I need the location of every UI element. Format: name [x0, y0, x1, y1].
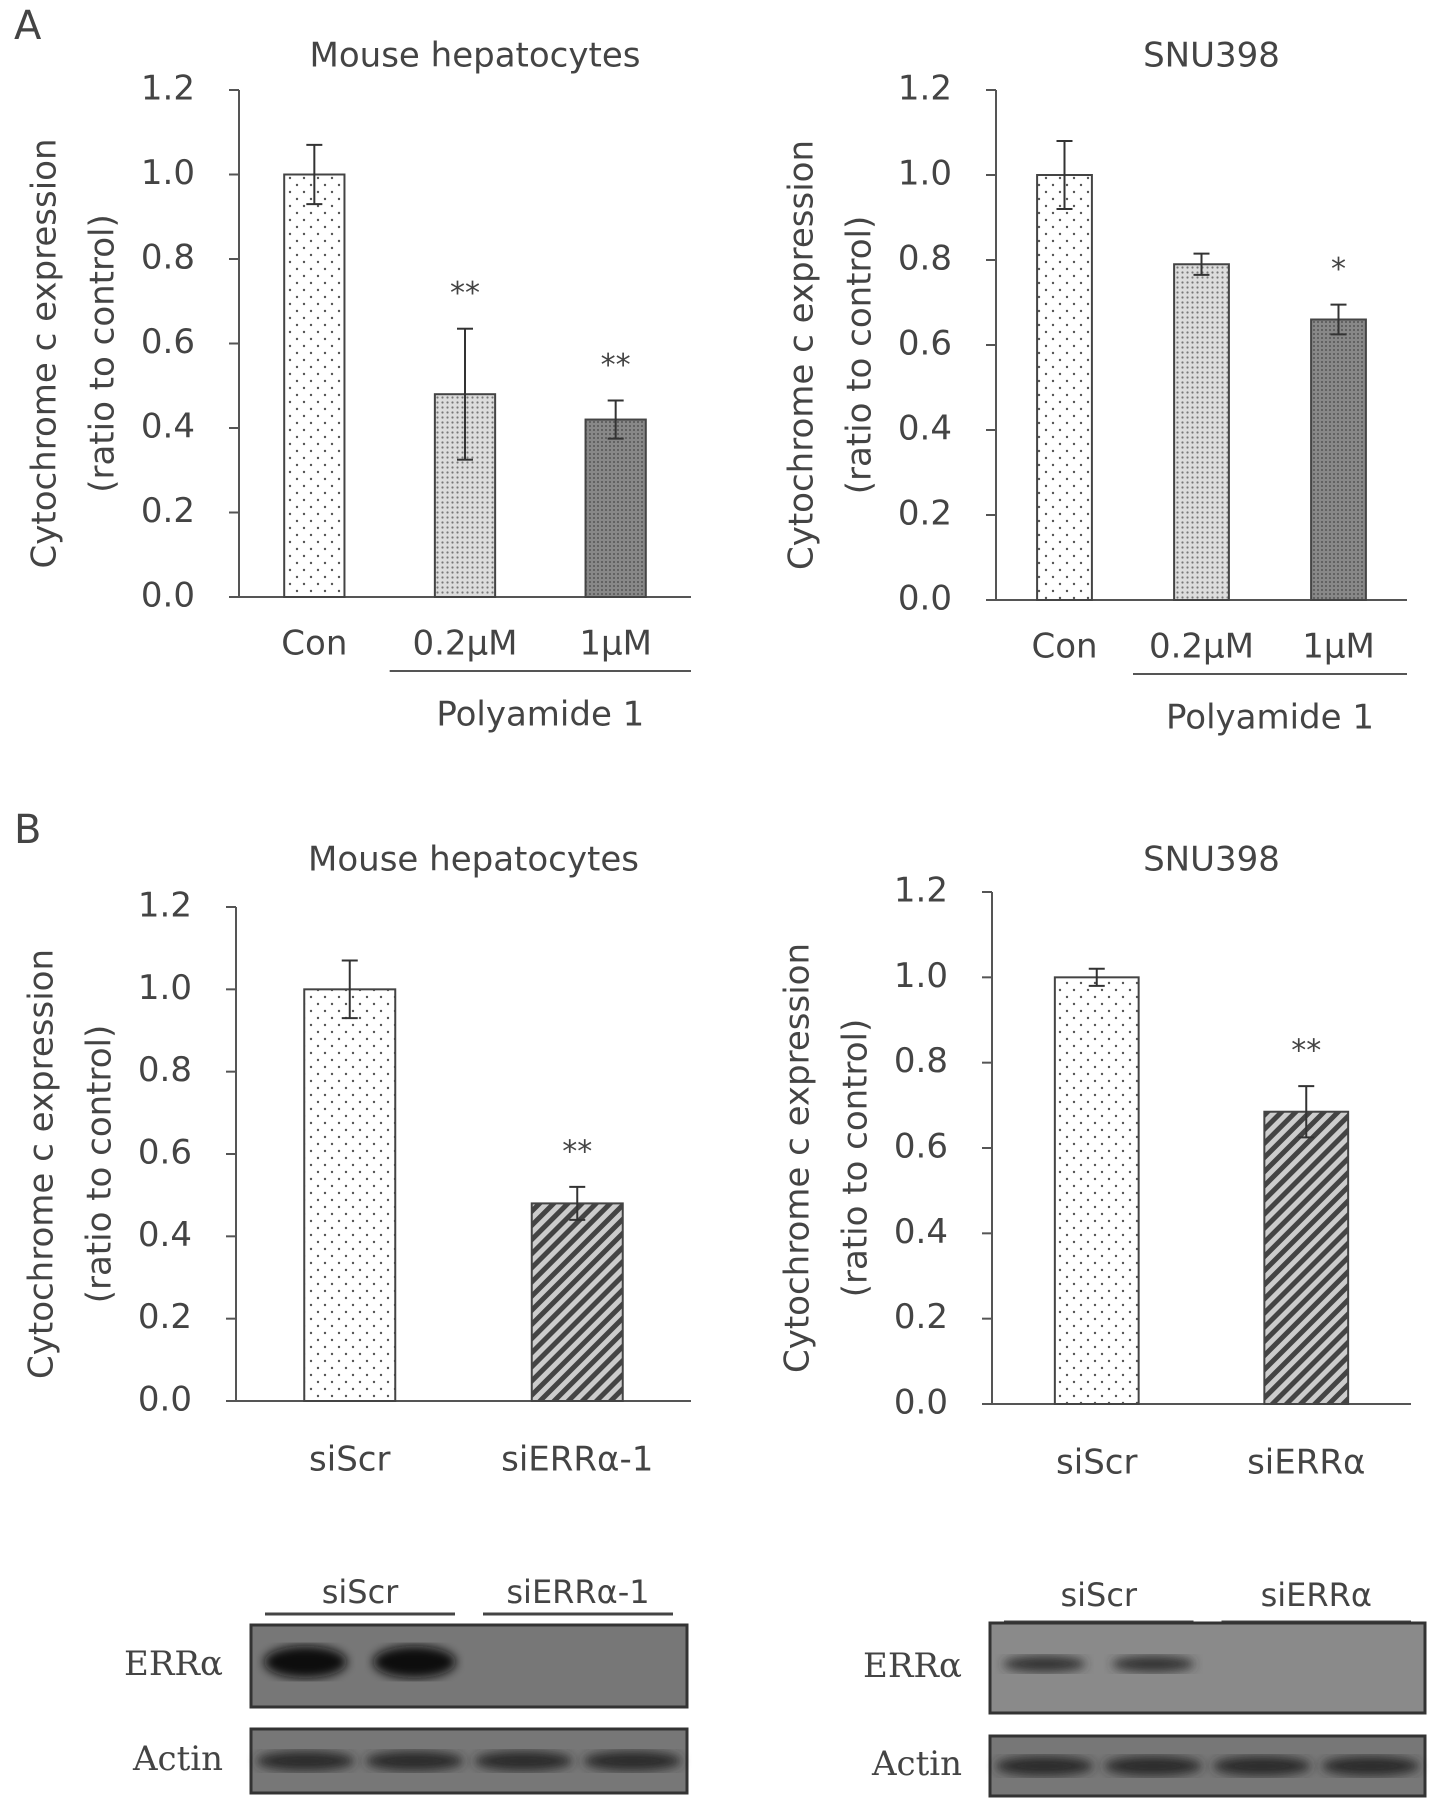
group-label: Polyamide 1	[436, 695, 644, 735]
error-bar	[1193, 252, 1210, 276]
bar	[1036, 174, 1093, 601]
significance-label: **	[601, 348, 631, 383]
y-tick-label: 0.2	[138, 1297, 192, 1337]
band	[1212, 1756, 1311, 1776]
y-tick-label: 0.2	[894, 1297, 948, 1337]
error-bar	[1088, 967, 1105, 987]
lane-label: siScr	[322, 1573, 399, 1611]
band	[373, 1646, 456, 1678]
y-tick-label: 0.6	[894, 1127, 948, 1167]
x-tick-label: Con	[1031, 627, 1097, 667]
y-tick-label: 0.2	[898, 494, 952, 534]
band	[474, 1751, 573, 1771]
band	[264, 1646, 347, 1678]
band	[995, 1756, 1094, 1776]
band	[583, 1751, 682, 1771]
x-tick-label: 0.2μM	[1149, 627, 1254, 667]
bar	[283, 173, 346, 598]
chart-title: SNU398	[1143, 840, 1280, 880]
band	[1104, 1756, 1203, 1776]
bar	[303, 988, 397, 1402]
y-tick-label: 0.6	[898, 324, 952, 364]
significance-label: **	[450, 276, 480, 311]
panel-label: B	[14, 807, 41, 853]
y-tick-label: 1.0	[898, 154, 952, 194]
error-bar	[569, 1185, 586, 1221]
y-tick-label: 0.0	[138, 1380, 192, 1420]
x-tick-label: Con	[281, 624, 347, 664]
bar	[530, 1202, 624, 1403]
chart-title: SNU398	[1143, 36, 1280, 76]
x-tick-label: 1μM	[579, 624, 652, 664]
y-tick-label: 0.0	[894, 1383, 948, 1423]
x-tick-label: siERRα-1	[501, 1440, 653, 1480]
y-axis-label: (ratio to control)	[80, 1025, 120, 1304]
panel-label: A	[14, 3, 42, 49]
band	[256, 1751, 355, 1771]
y-tick-label: 1.2	[894, 871, 948, 911]
y-tick-label: 0.8	[141, 238, 195, 278]
y-axis-label: Cytochrome c expression	[778, 943, 818, 1373]
bar	[1310, 318, 1367, 601]
y-tick-label: 0.8	[898, 239, 952, 279]
error-bar	[1056, 140, 1073, 210]
chart-title: Mouse hepatocytes	[308, 840, 639, 880]
y-tick-label: 0.6	[141, 322, 195, 362]
y-axis-label: (ratio to control)	[836, 1019, 876, 1298]
y-axis-label: Cytochrome c expression	[25, 138, 65, 568]
y-axis-label: Cytochrome c expression	[782, 140, 822, 570]
lane-label: siERRα	[1261, 1576, 1372, 1614]
error-bar	[1330, 303, 1347, 336]
y-tick-label: 1.2	[898, 69, 952, 109]
blot-row-label: Actin	[871, 1744, 962, 1784]
blot-row-label: ERRα	[863, 1646, 962, 1686]
error-bar	[1298, 1085, 1315, 1139]
x-tick-label: siScr	[309, 1440, 390, 1480]
significance-label: **	[1291, 1034, 1321, 1069]
blot-row-label: Actin	[132, 1739, 223, 1779]
y-tick-label: 0.8	[894, 1041, 948, 1081]
error-bar	[607, 399, 624, 440]
error-bar	[457, 327, 473, 461]
blot-row-label: ERRα	[124, 1644, 223, 1684]
y-tick-label: 1.0	[141, 153, 195, 193]
bar	[1173, 263, 1230, 601]
y-tick-label: 0.4	[141, 407, 195, 447]
chart-title: Mouse hepatocytes	[310, 36, 641, 76]
y-tick-label: 0.0	[898, 579, 952, 619]
band	[365, 1751, 464, 1771]
y-axis-label: Cytochrome c expression	[22, 949, 62, 1379]
y-tick-label: 0.2	[141, 491, 195, 531]
bar	[1053, 976, 1140, 1405]
y-tick-label: 1.2	[138, 886, 192, 926]
y-tick-label: 1.0	[894, 956, 948, 996]
error-bar	[341, 959, 358, 1020]
bar	[1263, 1110, 1350, 1405]
band	[1321, 1756, 1420, 1776]
y-axis-label: (ratio to control)	[840, 216, 880, 495]
y-tick-label: 0.0	[141, 576, 195, 616]
error-bar	[306, 143, 323, 206]
y-tick-label: 1.2	[141, 69, 195, 109]
y-axis-label: (ratio to control)	[83, 214, 123, 493]
x-tick-label: siERRα	[1247, 1443, 1365, 1483]
y-tick-label: 1.0	[138, 968, 192, 1008]
significance-label: **	[562, 1134, 592, 1169]
bar	[584, 418, 647, 598]
band	[1003, 1656, 1086, 1672]
group-label: Polyamide 1	[1166, 698, 1374, 738]
x-tick-label: siScr	[1056, 1443, 1137, 1483]
y-tick-label: 0.4	[138, 1215, 192, 1255]
significance-label: *	[1331, 252, 1346, 287]
y-tick-label: 0.4	[894, 1212, 948, 1252]
y-tick-label: 0.6	[138, 1133, 192, 1173]
y-tick-label: 0.4	[898, 409, 952, 449]
lane-label: siScr	[1060, 1576, 1137, 1614]
x-tick-label: 1μM	[1302, 627, 1375, 667]
y-tick-label: 0.8	[138, 1050, 192, 1090]
band	[1111, 1656, 1195, 1672]
lane-label: siERRα-1	[506, 1573, 649, 1611]
x-tick-label: 0.2μM	[412, 624, 517, 664]
